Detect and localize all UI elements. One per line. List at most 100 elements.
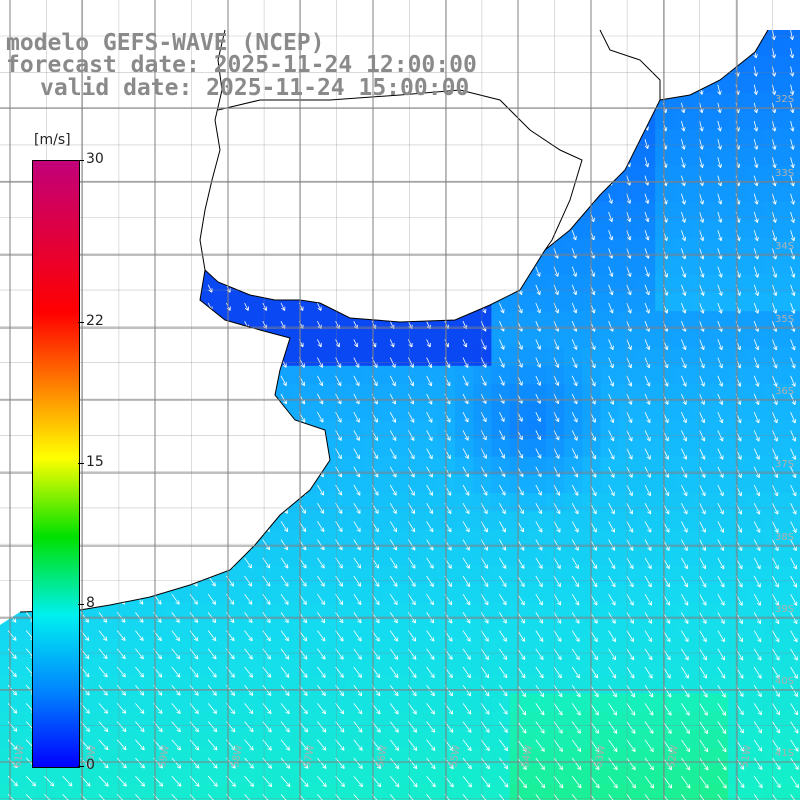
wind-cell — [527, 693, 547, 713]
wind-cell — [527, 456, 547, 476]
wind-cell — [527, 547, 547, 567]
wind-cell — [582, 602, 602, 622]
wind-cell — [764, 74, 784, 94]
wind-cell — [127, 638, 147, 658]
wind-cell — [527, 347, 547, 367]
wind-cell — [382, 620, 401, 640]
wind-cell — [709, 311, 729, 330]
wind-cell — [254, 620, 274, 640]
wind-cell — [582, 547, 602, 567]
wind-cell — [345, 384, 365, 403]
wind-cell — [655, 329, 674, 349]
wind-cell — [709, 729, 729, 749]
wind-cell — [637, 311, 656, 330]
wind-cell — [673, 566, 693, 585]
wind-cell — [691, 693, 711, 713]
wind-cell — [637, 274, 656, 294]
wind-cell — [746, 347, 765, 367]
wind-cell — [109, 784, 128, 800]
wind-arrow — [644, 230, 650, 241]
wind-cell — [673, 365, 693, 385]
wind-arrow — [772, 139, 777, 150]
wind-cell — [546, 784, 565, 800]
wind-cell — [527, 602, 547, 622]
wind-cell — [764, 56, 784, 76]
wind-cell — [382, 638, 401, 658]
wind-cell — [400, 438, 420, 458]
wind-cell — [655, 402, 674, 421]
wind-cell — [582, 365, 602, 385]
wind-cell — [691, 311, 711, 330]
wind-cell — [637, 402, 656, 421]
wind-cell — [764, 456, 784, 476]
wind-cell — [0, 675, 19, 694]
wind-cell — [382, 456, 401, 476]
wind-cell — [109, 602, 128, 622]
wind-cell — [509, 766, 529, 785]
wind-cell — [509, 347, 529, 367]
wind-cell — [309, 529, 329, 549]
wind-cell — [637, 675, 656, 694]
wind-cell — [637, 602, 656, 622]
wind-cell — [782, 365, 800, 385]
wind-cell — [236, 584, 256, 603]
wind-cell — [691, 511, 711, 531]
wind-cell — [746, 511, 765, 531]
wind-cell — [673, 238, 693, 258]
wind-cell — [691, 566, 711, 585]
wind-cell — [782, 293, 800, 312]
wind-cell — [564, 293, 583, 312]
legend-tick-label: 8 — [86, 595, 95, 612]
wind-cell — [418, 329, 438, 349]
wind-cell — [673, 602, 693, 622]
wind-cell — [509, 493, 529, 512]
wind-cell — [455, 566, 474, 585]
wind-cell — [509, 675, 529, 694]
wind-arrow — [790, 175, 795, 187]
wind-cell — [582, 620, 602, 640]
wind-cell — [382, 711, 401, 731]
wind-cell — [309, 347, 329, 367]
wind-cell — [600, 365, 620, 385]
wind-cell — [637, 384, 656, 403]
wind-cell — [491, 693, 511, 713]
wind-cell — [309, 675, 329, 694]
wind-cell — [782, 147, 800, 167]
wind-cell — [564, 238, 583, 258]
wind-cell — [309, 693, 329, 713]
wind-cell — [764, 657, 784, 676]
wind-cell — [582, 693, 602, 713]
wind-cell — [309, 365, 329, 385]
wind-cell — [618, 675, 638, 694]
wind-cell — [655, 165, 674, 185]
wind-cell — [200, 675, 219, 694]
wind-cell — [236, 784, 256, 800]
wind-cell — [637, 711, 656, 731]
wind-cell — [691, 475, 711, 494]
wind-cell — [291, 766, 310, 785]
wind-cell — [691, 456, 711, 476]
wind-cell — [746, 274, 765, 294]
wind-cell — [782, 729, 800, 749]
wind-cell — [637, 547, 656, 567]
wind-arrow — [608, 230, 614, 241]
wind-cell — [637, 147, 656, 167]
wind-arrow — [681, 157, 686, 168]
wind-cell — [691, 547, 711, 567]
wind-cell — [764, 202, 784, 221]
wind-cell — [618, 547, 638, 567]
wind-cell — [291, 347, 310, 367]
wind-cell — [382, 547, 401, 567]
wind-cell — [582, 220, 602, 239]
wind-cell — [473, 311, 492, 330]
wind-cell — [473, 438, 492, 458]
wind-cell — [546, 620, 565, 640]
wind-cell — [273, 729, 292, 749]
latitude-label: 36S — [775, 386, 794, 397]
wind-cell — [491, 529, 511, 549]
wind-cell — [582, 311, 602, 330]
wind-cell — [764, 365, 784, 385]
wind-cell — [564, 547, 583, 567]
wind-cell — [491, 347, 511, 367]
wind-cell — [709, 274, 729, 294]
